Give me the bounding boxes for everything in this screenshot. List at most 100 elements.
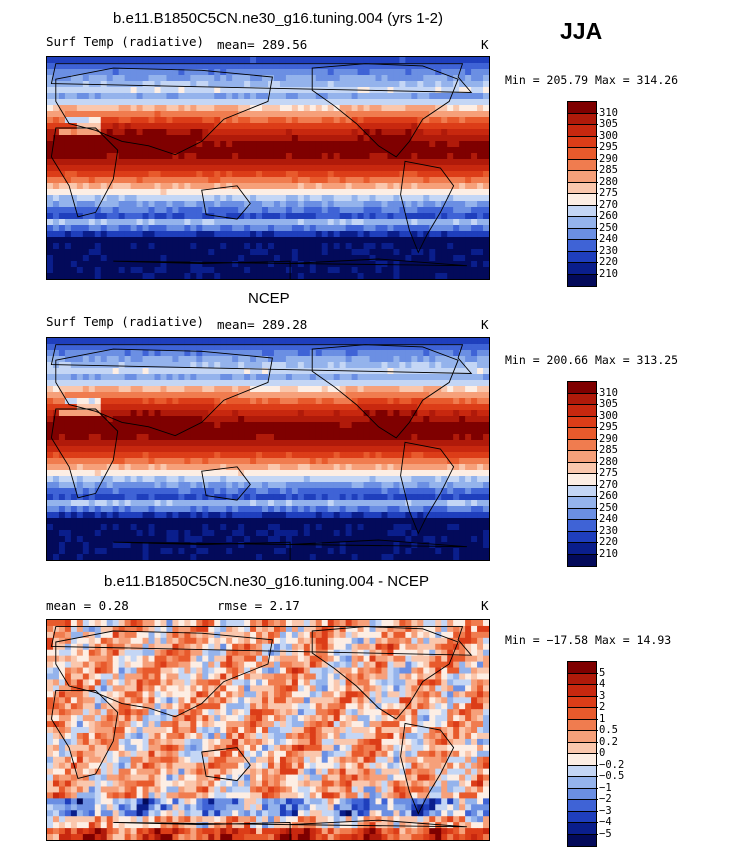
map-field-cell: [435, 75, 442, 82]
map-field-cell: [387, 183, 395, 190]
map-field-cell: [106, 464, 114, 471]
map-field-cell: [321, 350, 329, 357]
map-field-cell: [435, 482, 442, 489]
map-field-cell: [142, 404, 150, 411]
map-field-cell: [214, 386, 221, 393]
map-field-cell: [399, 428, 406, 435]
map-field-cell: [190, 129, 197, 136]
map-field-cell: [435, 428, 442, 435]
map-field-cell: [82, 482, 90, 489]
map-field-cell: [333, 231, 341, 238]
map-field-cell: [411, 422, 418, 429]
map-field-cell: [327, 350, 335, 357]
map-field-cell: [333, 81, 341, 88]
map-field-cell: [106, 273, 114, 279]
map-field-cell: [100, 410, 108, 417]
map-field-cell: [327, 410, 335, 417]
map-field-cell: [375, 105, 383, 112]
map-field-cell: [345, 350, 353, 357]
map-field-cell: [387, 488, 395, 495]
map-field-cell: [268, 69, 275, 76]
map-field-cell: [321, 105, 329, 112]
map-field-cell: [47, 147, 54, 154]
map-field-cell: [82, 93, 90, 100]
map-field-cell: [112, 500, 120, 507]
map-field-cell: [208, 249, 215, 256]
map-field-cell: [220, 464, 227, 471]
map-field-cell: [166, 195, 174, 202]
map-field-cell: [58, 117, 66, 124]
map-field-cell: [339, 159, 347, 166]
map-field-cell: [453, 422, 460, 429]
map-field-cell: [184, 410, 191, 417]
map-field-cell: [118, 261, 126, 268]
map-field-cell: [351, 356, 359, 363]
map-field-cell: [411, 464, 418, 471]
map-field-cell: [214, 356, 221, 363]
map-field-cell: [351, 159, 359, 166]
map-field-cell: [82, 219, 90, 226]
map-field-cell: [471, 374, 478, 381]
map-field-cell: [154, 380, 162, 387]
map-field-cell: [405, 464, 412, 471]
map-field-cell: [238, 392, 245, 399]
map-field-cell: [190, 416, 197, 423]
map-field-cell: [429, 81, 436, 88]
map-field-cell: [202, 237, 209, 244]
map-field-cell: [136, 75, 144, 82]
map-field-cell: [279, 446, 287, 453]
map-field-cell: [214, 488, 221, 495]
map-field-cell: [220, 123, 227, 130]
map-field-cell: [250, 452, 257, 459]
map-field-cell: [285, 416, 293, 423]
map-field-cell: [471, 99, 478, 106]
map-field-cell: [196, 422, 203, 429]
map-field-cell: [202, 141, 209, 148]
map-field-cell: [339, 195, 347, 202]
map-field-cell: [303, 273, 311, 279]
map-field-cell: [477, 219, 484, 226]
map-field-cell: [58, 392, 66, 399]
map-field-cell: [459, 338, 466, 345]
map-field-cell: [136, 171, 144, 178]
map-field-cell: [399, 141, 406, 148]
map-field-cell: [202, 159, 209, 166]
map-field-cell: [363, 452, 371, 459]
map-field-cell: [327, 87, 335, 94]
map-field-cell: [411, 356, 418, 363]
map-field-cell: [256, 159, 263, 166]
map-field-cell: [321, 243, 329, 250]
map-field-cell: [100, 422, 108, 429]
map-field-cell: [303, 368, 311, 375]
map-field-cell: [393, 225, 400, 232]
map-field-cell: [369, 494, 377, 501]
map-field-cell: [82, 470, 90, 477]
map-field-cell: [435, 189, 442, 196]
map-field-cell: [268, 452, 275, 459]
map-field-cell: [303, 458, 311, 465]
map-field-cell: [47, 512, 54, 519]
map-field-cell: [345, 153, 353, 160]
map-field-cell: [47, 506, 54, 513]
map-field-cell: [94, 99, 102, 106]
map-field-cell: [357, 237, 365, 244]
map-field-cell: [417, 398, 424, 405]
map-field-cell: [297, 338, 305, 345]
map-field-cell: [297, 261, 305, 268]
map-field-cell: [273, 506, 281, 513]
map-field-cell: [202, 81, 209, 88]
map-field-cell: [172, 123, 179, 130]
map-field-cell: [142, 368, 150, 375]
map-field-cell: [363, 494, 371, 501]
map-field-cell: [339, 506, 347, 513]
map-field-cell: [244, 237, 251, 244]
map-field-cell: [339, 189, 347, 196]
map-field-cell: [58, 410, 66, 417]
map-field-cell: [417, 458, 424, 465]
map-field-cell: [268, 219, 275, 226]
map-field-cell: [52, 153, 60, 160]
map-field-cell: [172, 380, 179, 387]
map-field-cell: [196, 75, 203, 82]
map-field-cell: [285, 434, 293, 441]
map-field-cell: [47, 404, 54, 411]
